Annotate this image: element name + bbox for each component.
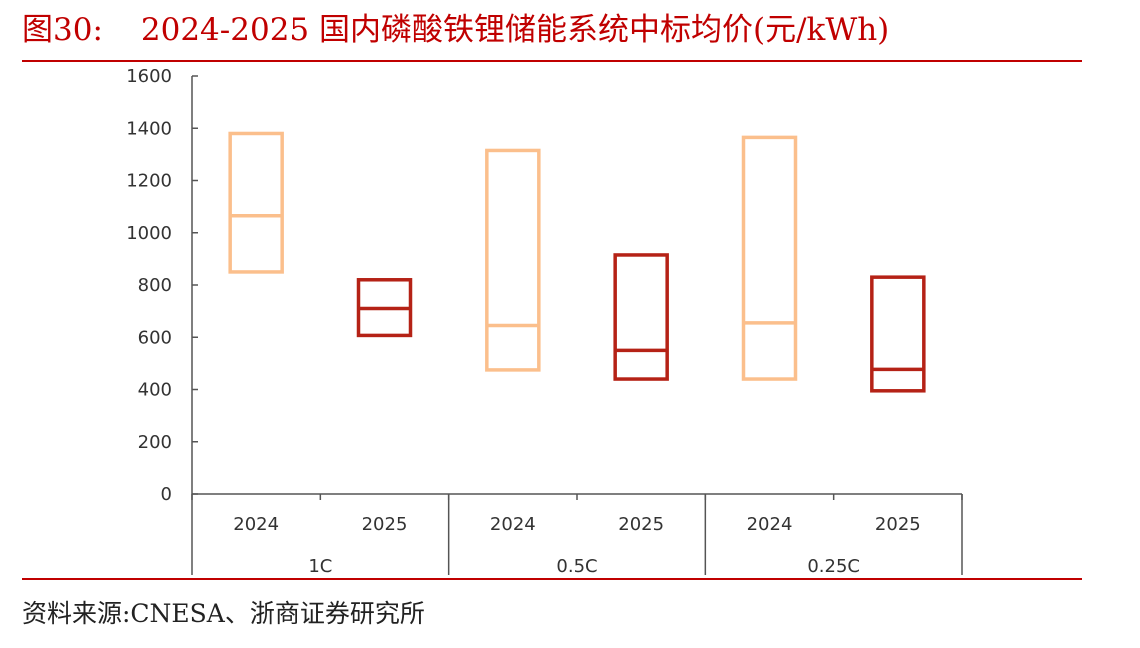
group-label: 0.25C <box>807 556 860 577</box>
year-label: 2024 <box>747 514 793 535</box>
box-0.25C-2025 <box>870 275 926 393</box>
y-tick-label: 1600 <box>126 66 172 87</box>
y-tick-label: 1000 <box>126 223 172 244</box>
y-tick-label: 800 <box>138 275 172 296</box>
year-label: 2025 <box>875 514 921 535</box>
figure-number: 图30: <box>22 12 103 48</box>
y-tick-label: 200 <box>138 432 172 453</box>
year-label: 2024 <box>233 514 279 535</box>
box-0.5C-2025 <box>613 253 669 381</box>
box-0.25C-2024 <box>741 135 798 381</box>
y-tick-label: 600 <box>138 327 172 348</box>
source-note: 资料来源:CNESA、浙商证券研究所 <box>22 599 425 628</box>
y-tick-label: 1400 <box>126 118 172 139</box>
source-rule <box>22 578 1082 580</box>
title-text: 2024-2025 国内磷酸铁锂储能系统中标均价(元/kWh) <box>140 12 890 48</box>
group-label: 1C <box>308 556 332 577</box>
box-1C-2024 <box>228 131 284 274</box>
group-label: 0.5C <box>556 556 597 577</box>
year-label: 2024 <box>490 514 536 535</box>
y-tick-label: 0 <box>161 484 172 505</box>
box-0.5C-2024 <box>485 148 541 372</box>
title-rule <box>22 60 1082 62</box>
y-tick-label: 1200 <box>126 171 172 192</box>
chart-title: 图30: 2024-2025 国内磷酸铁锂储能系统中标均价(元/kWh) <box>22 8 889 52</box>
year-label: 2025 <box>618 514 664 535</box>
y-tick-label: 400 <box>138 380 172 401</box>
year-label: 2025 <box>362 514 408 535</box>
